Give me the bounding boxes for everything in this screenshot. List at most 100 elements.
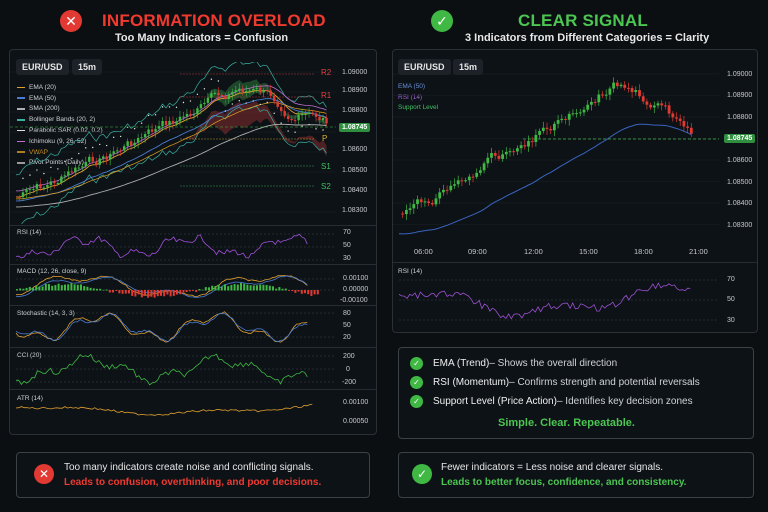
macd-histogram-bar <box>121 290 124 294</box>
macd-histogram-bar <box>163 290 166 297</box>
left-timeframe-chip[interactable]: 15m <box>72 59 103 75</box>
candle <box>234 90 237 93</box>
candle <box>18 196 21 198</box>
legend-item: SMA (200) <box>17 104 127 115</box>
indicator-explanation-box <box>398 347 754 439</box>
candle <box>615 82 619 87</box>
macd-histogram-bar <box>310 290 313 296</box>
macd-histogram-bar <box>99 288 102 291</box>
candle <box>608 88 612 95</box>
sar-dot <box>217 80 220 82</box>
macd-histogram-bar <box>265 285 268 291</box>
candle <box>272 95 276 102</box>
legend-item: EMA (50) <box>398 82 426 90</box>
candle <box>150 129 154 132</box>
candle <box>32 188 35 190</box>
candle <box>523 145 527 147</box>
macd-histogram-bar <box>105 289 108 291</box>
candle <box>154 128 157 132</box>
tagline: Simple. Clear. Repeatable. <box>498 417 635 429</box>
macd-histogram-bar <box>307 290 310 295</box>
macd-histogram-bar <box>230 284 233 291</box>
sar-dot <box>99 143 101 146</box>
left-rsi-label: RSI (14) <box>17 229 42 236</box>
candle <box>318 116 321 121</box>
candle <box>630 88 634 93</box>
macd-histogram-bar <box>118 290 121 294</box>
pivot-s2-label: S2 <box>321 182 331 191</box>
candle <box>556 120 560 124</box>
candle <box>501 154 504 159</box>
price-tick: 1.09000 <box>727 71 753 78</box>
rsi-tick: 70 <box>343 229 351 236</box>
candle <box>593 101 597 103</box>
candle <box>649 104 652 108</box>
candle <box>74 167 77 173</box>
stoch-tick: 20 <box>343 334 351 341</box>
sar-dot <box>57 168 59 170</box>
candle <box>164 120 168 126</box>
macd-histogram-bar <box>131 290 134 296</box>
sar-dot <box>238 100 240 102</box>
macd-histogram-bar <box>176 290 178 295</box>
macd-histogram-bar <box>227 286 230 291</box>
macd-histogram-bar <box>137 290 140 295</box>
sar-dot <box>161 106 164 108</box>
macd-histogram-bar <box>217 284 220 291</box>
sar-dot <box>259 103 261 106</box>
price-tick: 1.08300 <box>727 222 753 229</box>
macd-histogram-bar <box>182 290 185 293</box>
rsi-tick: 30 <box>343 255 351 262</box>
left-symbol-chip[interactable]: EUR/USD <box>16 59 69 75</box>
sar-dot <box>315 128 317 130</box>
candle <box>143 134 147 138</box>
candle <box>60 176 63 183</box>
legend-item: EMA (50) <box>17 93 127 104</box>
candle <box>185 113 189 117</box>
legend-item: Bollinger Bands (20, 2) <box>17 114 127 125</box>
candle <box>276 101 279 107</box>
macd-histogram-bar <box>54 285 57 291</box>
macd-histogram-bar <box>96 288 98 291</box>
right-title: CLEAR SIGNAL <box>518 11 648 30</box>
macd-histogram-bar <box>300 290 303 294</box>
candle <box>467 176 471 181</box>
candle <box>98 158 101 165</box>
cci-tick: -200 <box>342 379 357 386</box>
macd-histogram-bar <box>252 285 255 291</box>
candle <box>206 97 210 103</box>
ichimoku-line <box>16 85 327 192</box>
legend-swatch <box>17 97 25 99</box>
right-symbol-chip[interactable]: EUR/USD <box>398 59 451 75</box>
candle <box>262 90 265 93</box>
macd-histogram-bar <box>224 284 226 291</box>
rsi-line <box>15 233 308 259</box>
macd-histogram-bar <box>144 290 146 296</box>
candle <box>475 172 479 177</box>
candle <box>575 113 578 115</box>
right-price-chart <box>393 73 719 235</box>
macd-histogram-bar <box>166 290 169 295</box>
time-tick: 18:00 <box>634 247 653 256</box>
candle <box>645 101 649 105</box>
explanation-item: ✓ RSI (Momentum) – Confirms strength and… <box>410 376 700 389</box>
check-icon: ✓ <box>410 357 423 370</box>
candle <box>671 113 675 118</box>
candle <box>490 153 493 158</box>
left-stoch-label: Stochastic (14, 3, 3) <box>17 310 75 317</box>
candle <box>445 189 449 191</box>
left-note-line2: Leads to confusion, overthinking, and po… <box>64 477 322 488</box>
check-icon: ✓ <box>412 464 432 484</box>
candle <box>119 150 122 152</box>
macd-histogram-bar <box>16 289 18 291</box>
macd-histogram-bar <box>169 290 172 297</box>
candle <box>252 88 255 91</box>
sar-dot <box>294 131 296 133</box>
right-timeframe-chip[interactable]: 15m <box>453 59 484 75</box>
macd-histogram-bar <box>198 289 201 291</box>
candle <box>21 192 25 198</box>
candle <box>612 82 615 89</box>
right-legend: EMA (50) RSI (14) Support Level <box>398 81 438 113</box>
candle <box>504 151 508 155</box>
macd-histogram-bar <box>57 283 60 291</box>
